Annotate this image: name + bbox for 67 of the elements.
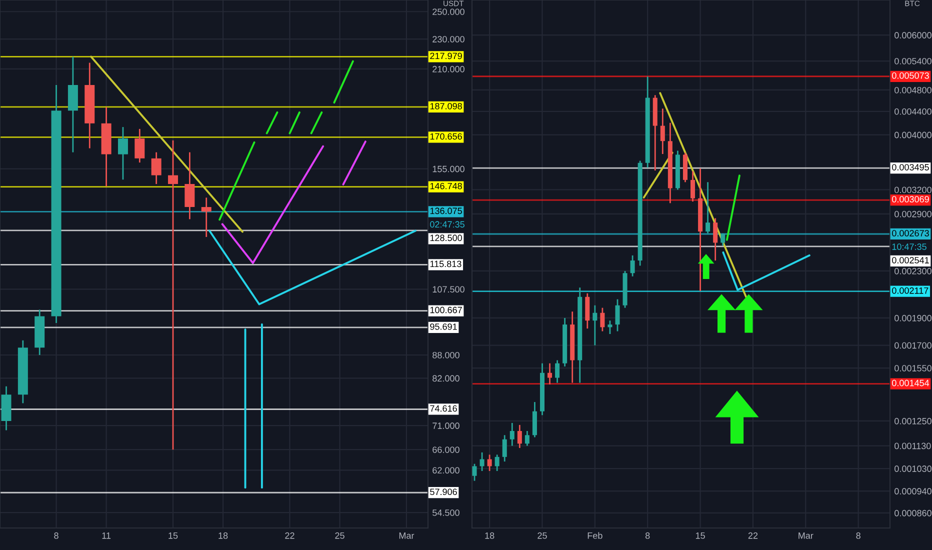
text: 10:47:35 bbox=[892, 244, 926, 250]
x-tick-label: 15 bbox=[168, 532, 178, 539]
x-tick-label: Feb bbox=[588, 532, 602, 539]
x-tick-label: 22 bbox=[285, 532, 294, 539]
ref-line-label: 170.656 bbox=[430, 133, 462, 140]
ref-line-label: 0.001454 bbox=[892, 380, 930, 386]
y-tick-label: 0.000940 bbox=[894, 488, 932, 494]
y-tick-label: 0.001250 bbox=[894, 418, 932, 424]
x-tick-label: Mar bbox=[399, 532, 414, 539]
ref-line-label: 0.003495 bbox=[892, 164, 929, 170]
ref-line-label: 115.813 bbox=[430, 260, 462, 268]
x-tick-label: 8 bbox=[54, 532, 58, 539]
y-tick-label: 0.005400 bbox=[894, 58, 932, 64]
candlestick bbox=[118, 126, 128, 180]
ref-line-label: 0.002673 bbox=[892, 230, 929, 236]
x-tick-label: 18 bbox=[218, 532, 228, 539]
y-tick-label: 210.000 bbox=[432, 66, 464, 72]
y-tick-label: 230.000 bbox=[432, 36, 464, 42]
y-tick-label: 0.004000 bbox=[894, 132, 932, 138]
candlestick bbox=[201, 196, 212, 238]
candlestick bbox=[151, 152, 162, 185]
candlestick bbox=[134, 128, 145, 164]
y-tick-label: 82.000 bbox=[432, 375, 460, 382]
candlestick bbox=[184, 152, 195, 220]
x-tick-label: 8 bbox=[856, 532, 860, 539]
y-tick-label: 107.500 bbox=[432, 286, 464, 293]
x-tick-label: 18 bbox=[485, 532, 494, 539]
x-tick-label: 15 bbox=[696, 532, 705, 539]
ref-line-label: 146.748 bbox=[430, 182, 462, 190]
y-tick-label: 0.002900 bbox=[894, 210, 932, 218]
y-tick-label: 62.000 bbox=[432, 467, 460, 474]
ref-line-label: 0.002541 bbox=[892, 257, 929, 264]
x-tick-label: 25 bbox=[538, 532, 547, 539]
ref-line-label: 57.906 bbox=[430, 488, 457, 496]
x-tick-label: Mar bbox=[798, 532, 814, 539]
y-tick-label: 71.000 bbox=[432, 422, 460, 429]
x-tick-label: 25 bbox=[335, 532, 344, 539]
x-tick-label: 11 bbox=[102, 532, 111, 539]
ref-line-label: 0.003069 bbox=[892, 196, 929, 202]
y-tick-label: 0.001700 bbox=[894, 342, 932, 349]
y-tick-label: 88.000 bbox=[432, 352, 460, 358]
y-tick-label: 250.000 bbox=[432, 8, 464, 15]
ref-line-label: 128.500 bbox=[430, 234, 462, 242]
ref-line-label: 187.098 bbox=[430, 102, 462, 110]
ref-line-label: 136.075 bbox=[430, 208, 462, 214]
y-tick-label: 0.003200 bbox=[894, 186, 932, 194]
y-tick-label: 0.000860 bbox=[894, 510, 932, 516]
y-tick-label: 0.001130 bbox=[894, 442, 931, 450]
x-tick-label: 8 bbox=[645, 532, 650, 539]
text: 02:47:35 bbox=[430, 221, 464, 228]
y-tick-label: 0.001550 bbox=[894, 365, 932, 372]
ref-line-label: 0.002117 bbox=[892, 287, 928, 294]
y-tick-label: 0.002300 bbox=[894, 268, 932, 274]
y-tick-label: 0.001030 bbox=[894, 466, 932, 472]
y-tick-label: 155.000 bbox=[432, 166, 464, 172]
ref-line-label: 74.616 bbox=[430, 405, 457, 412]
y-tick-label: 0.004800 bbox=[894, 86, 932, 94]
y-tick-label: 0.006000 bbox=[894, 32, 932, 38]
y-tick-label: 0.004400 bbox=[894, 108, 932, 115]
y-tick-label: 66.000 bbox=[432, 446, 460, 453]
ref-line-label: 95.691 bbox=[430, 323, 457, 330]
y-tick-label: 0.001900 bbox=[894, 314, 932, 322]
x-tick-label: 22 bbox=[748, 532, 758, 539]
ref-line-label: 0.005073 bbox=[892, 72, 929, 79]
ref-line-label: 100.667 bbox=[430, 306, 462, 314]
y-tick-label: 54.500 bbox=[432, 510, 460, 516]
ref-line-label: 217.979 bbox=[430, 52, 462, 60]
